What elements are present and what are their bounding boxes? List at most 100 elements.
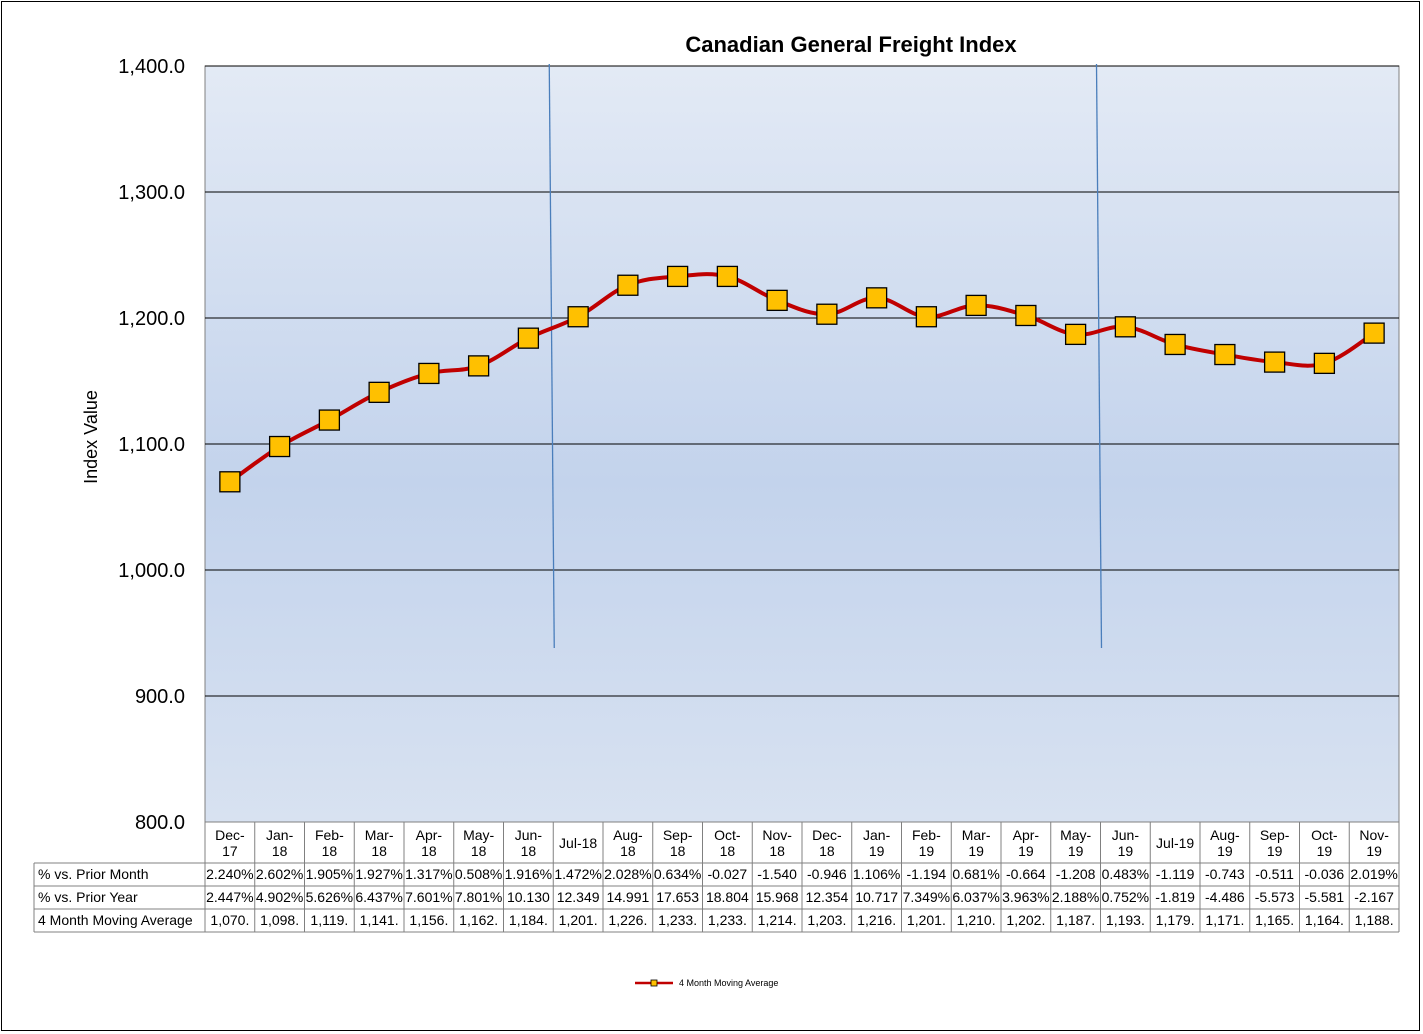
- x-category-label: Jun-: [1112, 827, 1140, 843]
- legend: 4 Month Moving Average: [635, 978, 778, 988]
- table-cell: 1,164.: [1305, 912, 1344, 928]
- data-point-marker: [1313, 352, 1336, 375]
- table-cell: 7.801%: [455, 889, 502, 905]
- y-axis-label: Index Value: [81, 390, 101, 484]
- x-category-label: 18: [322, 843, 338, 859]
- table-cell: -0.946: [807, 866, 847, 882]
- table-cell: 1,216.: [857, 912, 896, 928]
- x-category-label: Dec-: [812, 827, 842, 843]
- table-cell: 1,070.: [210, 912, 249, 928]
- table-cell: 1,188.: [1355, 912, 1394, 928]
- table-cell: 2.028%: [604, 866, 651, 882]
- x-category-label: Aug-: [1210, 827, 1240, 843]
- table-cell: -0.743: [1205, 866, 1245, 882]
- table-cell: -5.573: [1255, 889, 1295, 905]
- x-category-label: 19: [1118, 843, 1134, 859]
- x-category-label: Sep-: [663, 827, 693, 843]
- table-cell: -2.167: [1354, 889, 1394, 905]
- table-cell: 1,165.: [1255, 912, 1294, 928]
- table-cell: 1.905%: [306, 866, 353, 882]
- table-cell: 1.317%: [405, 866, 452, 882]
- table-cell: 14.991: [606, 889, 649, 905]
- y-tick-label: 1,000.0: [118, 560, 185, 582]
- data-point-marker: [268, 435, 291, 458]
- x-category-label: 18: [670, 843, 686, 859]
- table-cell: 12.349: [557, 889, 600, 905]
- table-cell: 1,233.: [708, 912, 747, 928]
- data-point-marker: [1015, 304, 1037, 327]
- x-category-label: Jan-: [266, 827, 294, 843]
- data-point-marker: [418, 362, 440, 385]
- x-category-label: 19: [1366, 843, 1382, 859]
- x-category-label: 19: [1317, 843, 1333, 859]
- table-cell: 1,098.: [260, 912, 299, 928]
- table-cell: 1,179.: [1156, 912, 1195, 928]
- y-tick-label: 1,200.0: [118, 308, 185, 330]
- table-cell: -0.036: [1305, 866, 1345, 882]
- x-category-label: Aug-: [613, 827, 643, 843]
- x-category-label: 18: [620, 843, 636, 859]
- x-category-label: 18: [819, 843, 835, 859]
- x-category-label: Mar-: [962, 827, 991, 843]
- y-tick-label: 800.0: [135, 812, 185, 834]
- x-category-label: 19: [968, 843, 984, 859]
- data-point-marker: [517, 327, 540, 349]
- x-category-label: Feb-: [315, 827, 344, 843]
- x-category-label: Oct-: [714, 827, 741, 843]
- x-category-label: 18: [471, 843, 487, 859]
- table-cell: 10.717: [855, 889, 898, 905]
- data-point-marker: [865, 287, 888, 309]
- table-cell: 1,162.: [459, 912, 498, 928]
- data-table: Dec-17Jan-18Feb-18Mar-18Apr-18May-18Jun-…: [33, 822, 1400, 933]
- period-separator-line: [548, 63, 555, 649]
- data-point-marker: [1214, 343, 1236, 366]
- data-point-marker: [368, 381, 390, 403]
- table-cell: 1,184.: [509, 912, 548, 928]
- table-cell: -1.194: [907, 866, 947, 882]
- x-category-label: Nov-: [1359, 827, 1389, 843]
- table-cell: 1,203.: [807, 912, 846, 928]
- legend-marker-swatch: [650, 979, 658, 987]
- table-cell: -5.581: [1305, 889, 1345, 905]
- table-cell: -4.486: [1205, 889, 1245, 905]
- table-cell: 10.130: [507, 889, 550, 905]
- y-tick-label: 1,400.0: [118, 56, 185, 78]
- table-cell: 1,210.: [957, 912, 996, 928]
- data-point-marker: [766, 289, 788, 312]
- x-category-label: Feb-: [912, 827, 941, 843]
- x-category-label: 18: [769, 843, 785, 859]
- table-cell: -0.511: [1255, 866, 1294, 882]
- table-cell: 2.602%: [256, 866, 303, 882]
- x-category-label: Jan-: [863, 827, 891, 843]
- data-point-marker: [1114, 316, 1137, 338]
- x-category-label: 19: [919, 843, 935, 859]
- table-cell: 1,156.: [409, 912, 448, 928]
- table-cell: 0.634%: [654, 866, 701, 882]
- data-point-marker: [219, 471, 241, 493]
- table-cell: 15.968: [756, 889, 799, 905]
- data-point-marker: [467, 355, 490, 377]
- table-cell: 7.601%: [405, 889, 452, 905]
- x-category-label: Sep-: [1260, 827, 1290, 843]
- table-cell: 5.626%: [306, 889, 353, 905]
- table-cell: 2.447%: [206, 889, 253, 905]
- table-cell: 1,214.: [758, 912, 797, 928]
- y-tick-label: 900.0: [135, 686, 185, 708]
- table-cell: 1,187.: [1056, 912, 1095, 928]
- x-category-label: May-: [1060, 827, 1091, 843]
- x-category-label: Jul-18: [559, 835, 597, 851]
- x-category-label: 19: [869, 843, 885, 859]
- table-cell: 7.349%: [903, 889, 950, 905]
- x-category-label: 19: [1018, 843, 1034, 859]
- x-category-label: Apr-: [416, 827, 443, 843]
- chart-title: Canadian General Freight Index: [685, 32, 1017, 57]
- y-tick-label: 1,100.0: [118, 434, 185, 456]
- x-category-label: 18: [371, 843, 387, 859]
- table-cell: 0.483%: [1102, 866, 1149, 882]
- table-cell: 1,201.: [559, 912, 598, 928]
- table-row-label: % vs. Prior Month: [38, 866, 148, 882]
- table-cell: 1.916%: [505, 866, 552, 882]
- table-cell: 0.752%: [1102, 889, 1149, 905]
- table-row-label: % vs. Prior Year: [38, 889, 138, 905]
